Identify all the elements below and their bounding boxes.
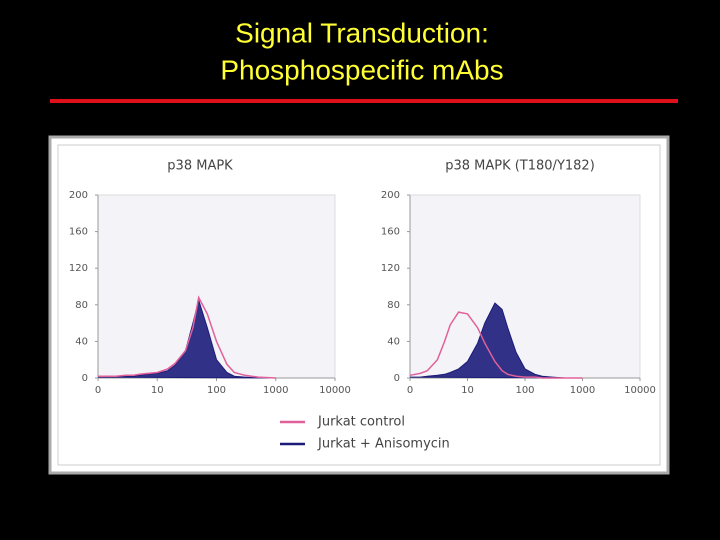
x-tick-label: 10000 (319, 385, 351, 396)
area (409, 302, 583, 379)
line (98, 295, 276, 379)
plot-area (409, 194, 641, 379)
chart-title: p38 MAPK (T180/Y182) (445, 159, 595, 174)
line (409, 311, 583, 379)
divider (50, 99, 678, 103)
y-tick-label: 200 (69, 190, 88, 201)
x-tick-label: 10000 (624, 385, 656, 396)
y-tick-label: 40 (387, 336, 400, 347)
legend-label: Jurkat control (317, 415, 405, 430)
y-tick-label: 120 (381, 263, 400, 274)
legend-label: Jurkat + Anisomycin (317, 437, 450, 452)
y-tick-label: 160 (69, 227, 88, 238)
chart-title: p38 MAPK (167, 159, 233, 174)
x-tick-label: 10 (151, 385, 164, 396)
y-tick-label: 160 (381, 227, 400, 238)
x-tick-label: 100 (515, 385, 534, 396)
slide-title: Phosphospecific mAbs (220, 54, 503, 85)
x-tick-label: 1000 (570, 385, 595, 396)
y-tick-label: 40 (75, 336, 88, 347)
figure-frame (57, 144, 661, 466)
y-tick-label: 80 (387, 300, 400, 311)
x-tick-label: 10 (461, 385, 474, 396)
x-tick-label: 1000 (263, 385, 288, 396)
x-tick-label: 100 (207, 385, 226, 396)
y-tick-label: 0 (82, 373, 88, 384)
slide-title: Signal Transduction: (235, 17, 489, 48)
y-tick-label: 120 (69, 263, 88, 274)
y-tick-label: 200 (381, 190, 400, 201)
x-tick-label: 0 (407, 385, 413, 396)
y-tick-label: 0 (394, 373, 400, 384)
plot-area (97, 194, 336, 379)
y-tick-label: 80 (75, 300, 88, 311)
x-tick-label: 0 (95, 385, 101, 396)
